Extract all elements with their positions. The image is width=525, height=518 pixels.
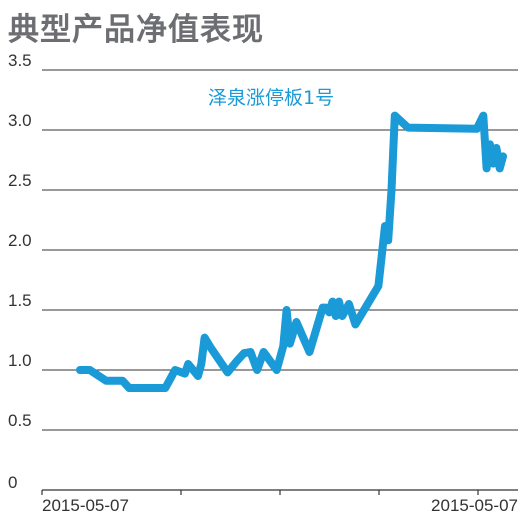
data-point bbox=[184, 373, 185, 374]
data-point bbox=[204, 337, 205, 338]
chart-title: 典型产品净值表现 bbox=[8, 12, 264, 48]
y-tick-label: 2.5 bbox=[8, 171, 32, 190]
data-point bbox=[496, 148, 497, 149]
data-point bbox=[476, 128, 477, 129]
data-point bbox=[165, 388, 166, 389]
data-point bbox=[322, 307, 323, 308]
y-tick-label: 3.0 bbox=[8, 111, 32, 130]
data-point bbox=[106, 380, 107, 381]
data-point bbox=[499, 168, 500, 169]
data-point bbox=[80, 370, 81, 371]
data-point bbox=[339, 301, 340, 302]
data-point bbox=[201, 364, 202, 365]
data-point bbox=[188, 364, 189, 365]
data-point bbox=[483, 115, 484, 116]
data-point bbox=[394, 115, 395, 116]
data-point bbox=[276, 370, 277, 371]
data-point bbox=[227, 372, 228, 373]
data-point bbox=[283, 346, 284, 347]
series-layer bbox=[76, 111, 507, 392]
y-tick-label: 0.5 bbox=[8, 411, 32, 430]
data-point bbox=[388, 240, 389, 241]
series-line bbox=[76, 111, 507, 392]
data-point bbox=[335, 316, 336, 317]
data-point bbox=[89, 370, 90, 371]
data-point bbox=[237, 360, 238, 361]
data-point bbox=[289, 343, 290, 344]
data-point bbox=[211, 348, 212, 349]
data-point bbox=[342, 316, 343, 317]
series-label: 泽泉涨停板1号 bbox=[208, 87, 334, 109]
data-point bbox=[325, 307, 326, 308]
data-point bbox=[296, 322, 297, 323]
data-point bbox=[348, 304, 349, 305]
data-point bbox=[407, 127, 408, 128]
data-point bbox=[122, 380, 123, 381]
data-point bbox=[385, 226, 386, 227]
x-tick-label: 2015-05-07 bbox=[431, 496, 518, 515]
y-tick-label: 0 bbox=[8, 473, 17, 492]
data-point bbox=[198, 376, 199, 377]
grid-layer bbox=[42, 69, 518, 431]
data-point bbox=[329, 312, 330, 313]
data-point bbox=[503, 156, 504, 157]
data-point bbox=[391, 190, 392, 191]
data-point bbox=[486, 168, 487, 169]
data-point bbox=[244, 353, 245, 354]
y-tick-label: 1.5 bbox=[8, 291, 32, 310]
y-tick-label: 3.5 bbox=[8, 51, 32, 70]
data-point bbox=[257, 370, 258, 371]
data-point bbox=[286, 310, 287, 311]
data-point bbox=[355, 324, 356, 325]
y-tick-label: 1.0 bbox=[8, 351, 32, 370]
data-point bbox=[378, 286, 379, 287]
data-point bbox=[129, 388, 130, 389]
data-point bbox=[493, 163, 494, 164]
axis-layer: 0 0.5 1.0 1.5 2.0 2.5 3.0 3.5 2015-05-07 2015-05-… bbox=[8, 51, 518, 515]
data-point bbox=[263, 352, 264, 353]
x-tick-label: 2015-05-07 bbox=[42, 496, 129, 515]
data-point bbox=[250, 352, 251, 353]
data-point bbox=[175, 370, 176, 371]
data-point bbox=[309, 352, 310, 353]
data-point bbox=[332, 301, 333, 302]
data-point bbox=[489, 144, 490, 145]
y-tick-label: 2.0 bbox=[8, 231, 32, 250]
